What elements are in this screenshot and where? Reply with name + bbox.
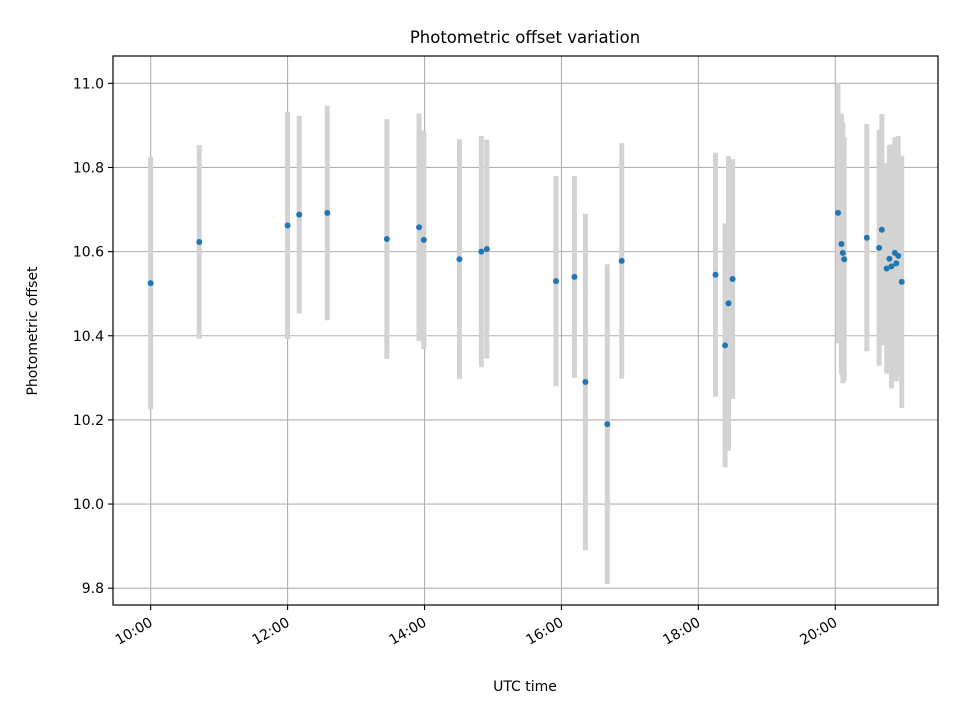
y-tick-label: 10.0 <box>73 497 104 513</box>
data-point <box>895 252 902 259</box>
data-point <box>876 244 883 251</box>
data-point <box>147 280 154 287</box>
y-tick-label: 10.8 <box>73 160 104 176</box>
y-tick-label: 11.0 <box>73 76 104 92</box>
data-point <box>835 209 842 216</box>
data-point <box>324 209 331 216</box>
y-axis-label: Photometric offset <box>25 266 41 396</box>
data-point <box>604 421 611 428</box>
data-point <box>839 249 846 256</box>
data-point <box>886 255 893 262</box>
y-tick-label: 10.4 <box>73 329 104 345</box>
data-point <box>618 257 625 264</box>
data-point <box>284 222 291 229</box>
data-point <box>883 265 890 272</box>
data-point <box>416 224 423 231</box>
data-point <box>878 226 885 233</box>
data-point <box>420 236 427 243</box>
data-point <box>722 342 729 349</box>
data-point <box>712 271 719 278</box>
data-point <box>888 263 895 270</box>
data-point <box>838 241 845 248</box>
x-axis-label: UTC time <box>493 679 557 695</box>
data-point <box>456 256 463 263</box>
data-point <box>863 234 870 241</box>
data-points <box>147 209 905 428</box>
data-point <box>898 278 905 285</box>
data-point <box>841 256 848 263</box>
data-point <box>383 236 390 242</box>
y-tick-label: 10.2 <box>73 413 104 429</box>
data-point <box>196 238 203 245</box>
data-point <box>478 248 485 255</box>
data-point <box>296 211 303 218</box>
y-tick-label: 10.6 <box>73 245 104 261</box>
data-point <box>893 260 900 267</box>
data-point <box>729 275 736 282</box>
data-point <box>552 278 559 285</box>
y-tick-label: 9.8 <box>82 581 104 597</box>
plot-frame <box>112 55 939 606</box>
data-point <box>725 300 732 307</box>
chart-title: Photometric offset variation <box>410 28 640 47</box>
data-point <box>582 379 589 386</box>
axis-ticks: 10:00 12:00 14:00 16:00 18:00 20:009.810.010.… <box>73 76 840 648</box>
data-point <box>571 273 578 280</box>
data-point <box>483 246 490 253</box>
